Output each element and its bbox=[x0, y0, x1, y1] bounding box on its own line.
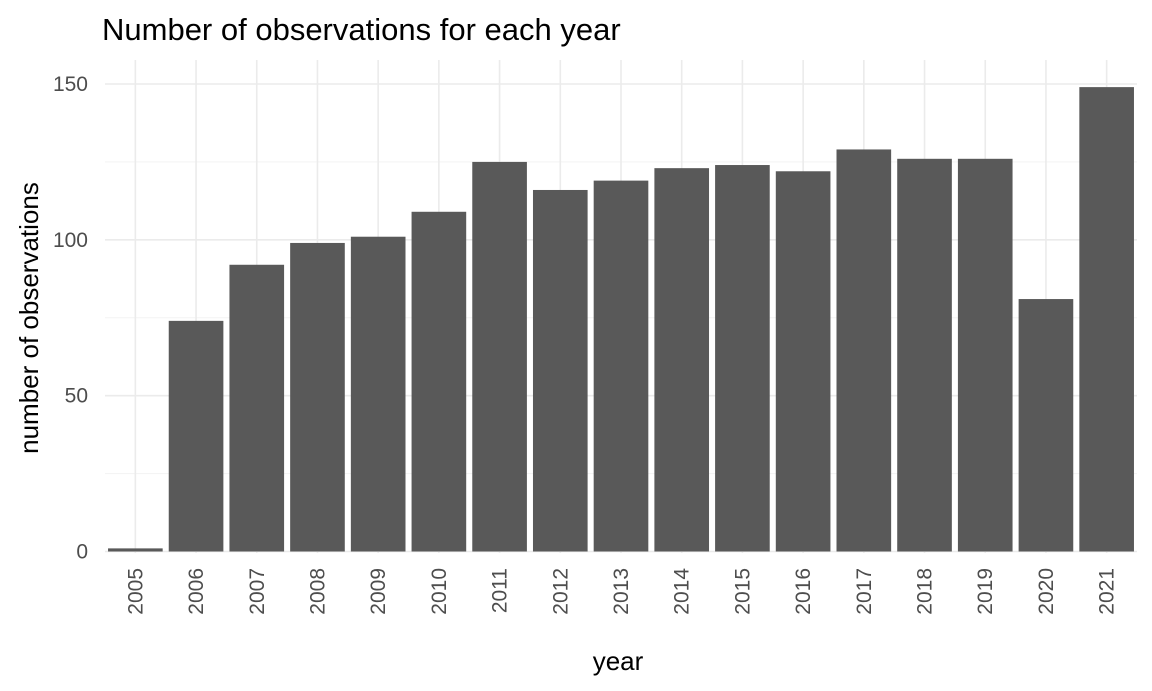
bar-2016 bbox=[775, 171, 831, 552]
x-tick-label: 2019 bbox=[974, 568, 997, 615]
x-axis-ticks: 2005 2006 2007 2008 2009 2010 2011 2012 2013 2014… bbox=[124, 568, 1118, 615]
bar-2018 bbox=[897, 158, 952, 552]
bar-2017 bbox=[836, 149, 892, 552]
x-tick-label: 2005 bbox=[124, 568, 147, 615]
bar-2020 bbox=[1018, 299, 1074, 552]
y-tick-label: 100 bbox=[53, 229, 88, 252]
bar-2011 bbox=[472, 161, 527, 552]
y-tick-label: 0 bbox=[76, 541, 88, 564]
bar-2021 bbox=[1079, 87, 1134, 552]
bar-2014 bbox=[654, 168, 710, 552]
y-tick-label: 50 bbox=[65, 385, 88, 408]
bar-2009 bbox=[350, 236, 406, 552]
x-tick-label: 2008 bbox=[306, 568, 329, 615]
x-tick-label: 2010 bbox=[428, 568, 451, 615]
bar-2012 bbox=[532, 189, 588, 552]
x-tick-label: 2009 bbox=[367, 568, 390, 615]
x-tick-label: 2016 bbox=[792, 568, 815, 615]
bar-2015 bbox=[715, 165, 770, 552]
y-tick-label: 150 bbox=[53, 73, 88, 96]
x-tick-label: 2018 bbox=[914, 568, 937, 615]
bar-2019 bbox=[957, 158, 1013, 552]
x-tick-label: 2013 bbox=[610, 568, 633, 615]
x-tick-label: 2020 bbox=[1035, 568, 1058, 615]
x-axis-title: year bbox=[593, 646, 644, 676]
chart-title: Number of observations for each year bbox=[102, 12, 621, 47]
bar-2013 bbox=[593, 180, 649, 552]
bar-2008 bbox=[290, 242, 345, 552]
x-tick-label: 2006 bbox=[185, 568, 208, 615]
bar-2007 bbox=[229, 264, 285, 552]
y-axis-title: number of observations bbox=[14, 182, 44, 454]
x-tick-label: 2021 bbox=[1096, 568, 1119, 615]
x-tick-label: 2014 bbox=[671, 568, 694, 615]
y-axis-ticks: 0 50 100 150 bbox=[53, 73, 88, 564]
x-tick-label: 2015 bbox=[731, 568, 754, 615]
bar-2005 bbox=[108, 548, 163, 552]
bars bbox=[108, 87, 1134, 552]
x-tick-label: 2012 bbox=[549, 568, 572, 615]
bar-2006 bbox=[168, 320, 224, 552]
x-tick-label: 2017 bbox=[853, 568, 876, 615]
bar-2010 bbox=[411, 211, 467, 552]
x-tick-label: 2007 bbox=[246, 568, 269, 615]
x-tick-label: 2011 bbox=[489, 568, 512, 613]
